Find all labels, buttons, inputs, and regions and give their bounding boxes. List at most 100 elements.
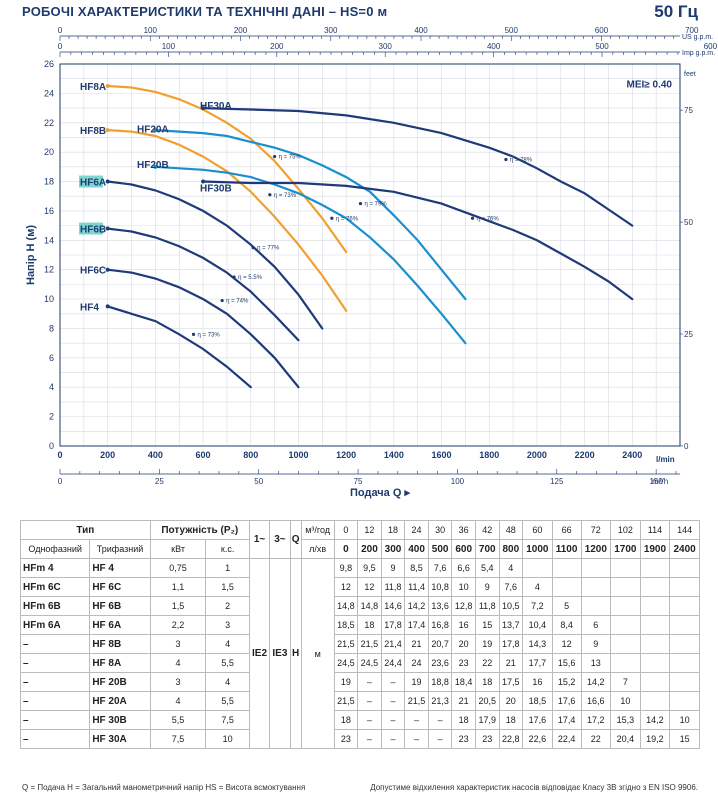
head-value: 17,2	[580, 710, 612, 730]
head-value: 11,8	[380, 577, 406, 597]
head-value: 15	[669, 729, 700, 749]
single-phase-header: 1~	[248, 520, 271, 559]
q-lmin-value: 800	[498, 539, 524, 559]
head-value: 17,5	[498, 672, 524, 692]
head-value: 17,8	[498, 634, 524, 654]
us-gpm-tick-label: 600	[595, 26, 609, 35]
feet-tick-label: 25	[684, 330, 693, 339]
three-phase-model: HF 20B	[89, 672, 151, 692]
head-value: 12,8	[451, 596, 476, 616]
head-value: 7	[610, 672, 641, 692]
table-row: – HF 20A 4 5,5 21,5– –21,5 21,3 21 20,5 20 18,5 17,…	[19, 691, 700, 711]
head-value: 5,4	[474, 558, 500, 578]
power-kw: 3	[149, 634, 207, 654]
head-value: 14,8	[333, 596, 359, 616]
power-hp: 4	[205, 672, 250, 692]
efficiency-dot	[251, 246, 255, 250]
efficiency-dot	[330, 216, 334, 220]
y-tick-label: 22	[44, 118, 54, 128]
power-hp: 10	[205, 729, 250, 749]
head-value: 18	[474, 672, 500, 692]
plot-frame	[59, 63, 681, 447]
curve-label-hf30a: HF30A	[200, 101, 232, 112]
power-kw: 4	[149, 653, 207, 673]
m3h-tick-label: 0	[58, 477, 63, 486]
efficiency-dot	[504, 157, 508, 162]
head-value: 16	[451, 615, 476, 635]
head-value	[639, 672, 671, 692]
power-kw: 3	[149, 672, 207, 692]
q-m3h-value: 114	[639, 520, 671, 540]
head-value: 12	[333, 577, 359, 597]
curve-start-hf30a	[201, 106, 206, 111]
us-gpm-tick-label: 500	[505, 26, 519, 35]
power-kw: 4	[149, 691, 207, 711]
q-m3h-value: 30	[427, 520, 453, 540]
m3h-tick-label: 25	[155, 477, 164, 486]
curve-label-hf8b: HF8B	[80, 126, 106, 137]
head-value: 12	[357, 577, 382, 597]
head-value	[610, 634, 641, 654]
x-tick-label: 2200	[575, 450, 595, 460]
curve-hf6a	[106, 180, 324, 330]
head-value: 24,4	[380, 653, 406, 673]
head-value: 16	[522, 672, 553, 692]
head-value: 23	[474, 729, 500, 749]
head-value	[669, 653, 700, 673]
head-value	[669, 615, 700, 635]
y-tick-label: 20	[44, 147, 54, 157]
y-tick-label: 14	[44, 235, 54, 245]
head-value: 21,5	[333, 691, 359, 711]
us-gpm-unit-label: US g.p.m.	[682, 34, 713, 41]
curve-start-hf8b	[105, 128, 110, 133]
single-phase-model: –	[19, 729, 91, 749]
label-highlight-hf6b	[79, 222, 103, 235]
curve-start-hf6c	[105, 267, 110, 272]
head-value: 18,5	[333, 615, 359, 635]
head-value	[669, 691, 700, 711]
head-value: 7,2	[522, 596, 553, 616]
h-label: H	[289, 558, 302, 749]
m3h-tick-label: 125	[550, 477, 564, 486]
head-value: 9	[580, 634, 612, 654]
single-phase-model: HFm 6A	[19, 615, 91, 635]
head-value: 8,4	[551, 615, 582, 635]
curve-label-hf20a: HF20A	[137, 125, 169, 136]
head-value: 20,5	[474, 691, 500, 711]
curve-label-hf6c: HF6C	[80, 266, 106, 277]
efficiency-dot	[220, 298, 224, 303]
x-tick-label: 600	[196, 450, 211, 460]
q-lmin-value: 200	[357, 539, 382, 559]
head-value: 23,6	[427, 653, 453, 673]
head-value: 14,2	[639, 710, 671, 730]
head-value: 24	[404, 653, 429, 673]
hp-col: к.с.	[205, 539, 250, 559]
imp-gpm-unit-label: Imp g.p.m.	[682, 50, 715, 57]
head-value	[669, 577, 700, 597]
head-value	[580, 558, 612, 578]
q-lmin-value: 1900	[639, 539, 671, 559]
power-kw: 1,5	[149, 596, 207, 616]
efficiency-dot	[358, 201, 363, 206]
head-value	[669, 634, 700, 654]
q-m3h-value: 42	[474, 520, 500, 540]
head-value	[610, 577, 641, 597]
imp-gpm-tick-label: 600	[704, 42, 718, 51]
type-header: Тип	[20, 520, 151, 540]
head-value: 15,6	[551, 653, 582, 673]
head-value: 22	[474, 653, 500, 673]
head-value	[610, 596, 641, 616]
head-value: 10,4	[522, 615, 553, 635]
three-phase-model: HF 4	[89, 558, 151, 578]
curve-hf20b	[154, 165, 467, 345]
power-hp: 3	[205, 615, 250, 635]
power-hp: 5,5	[205, 691, 250, 711]
m3h-unit-label: m³/h	[652, 477, 668, 486]
head-value: 9,5	[357, 558, 382, 578]
head-value: 17,7	[522, 653, 553, 673]
efficiency-label: η = 74%	[226, 299, 249, 305]
three-phase-model: HF 6A	[89, 615, 151, 635]
head-value: 21,4	[380, 634, 406, 654]
head-value: –	[357, 672, 382, 692]
